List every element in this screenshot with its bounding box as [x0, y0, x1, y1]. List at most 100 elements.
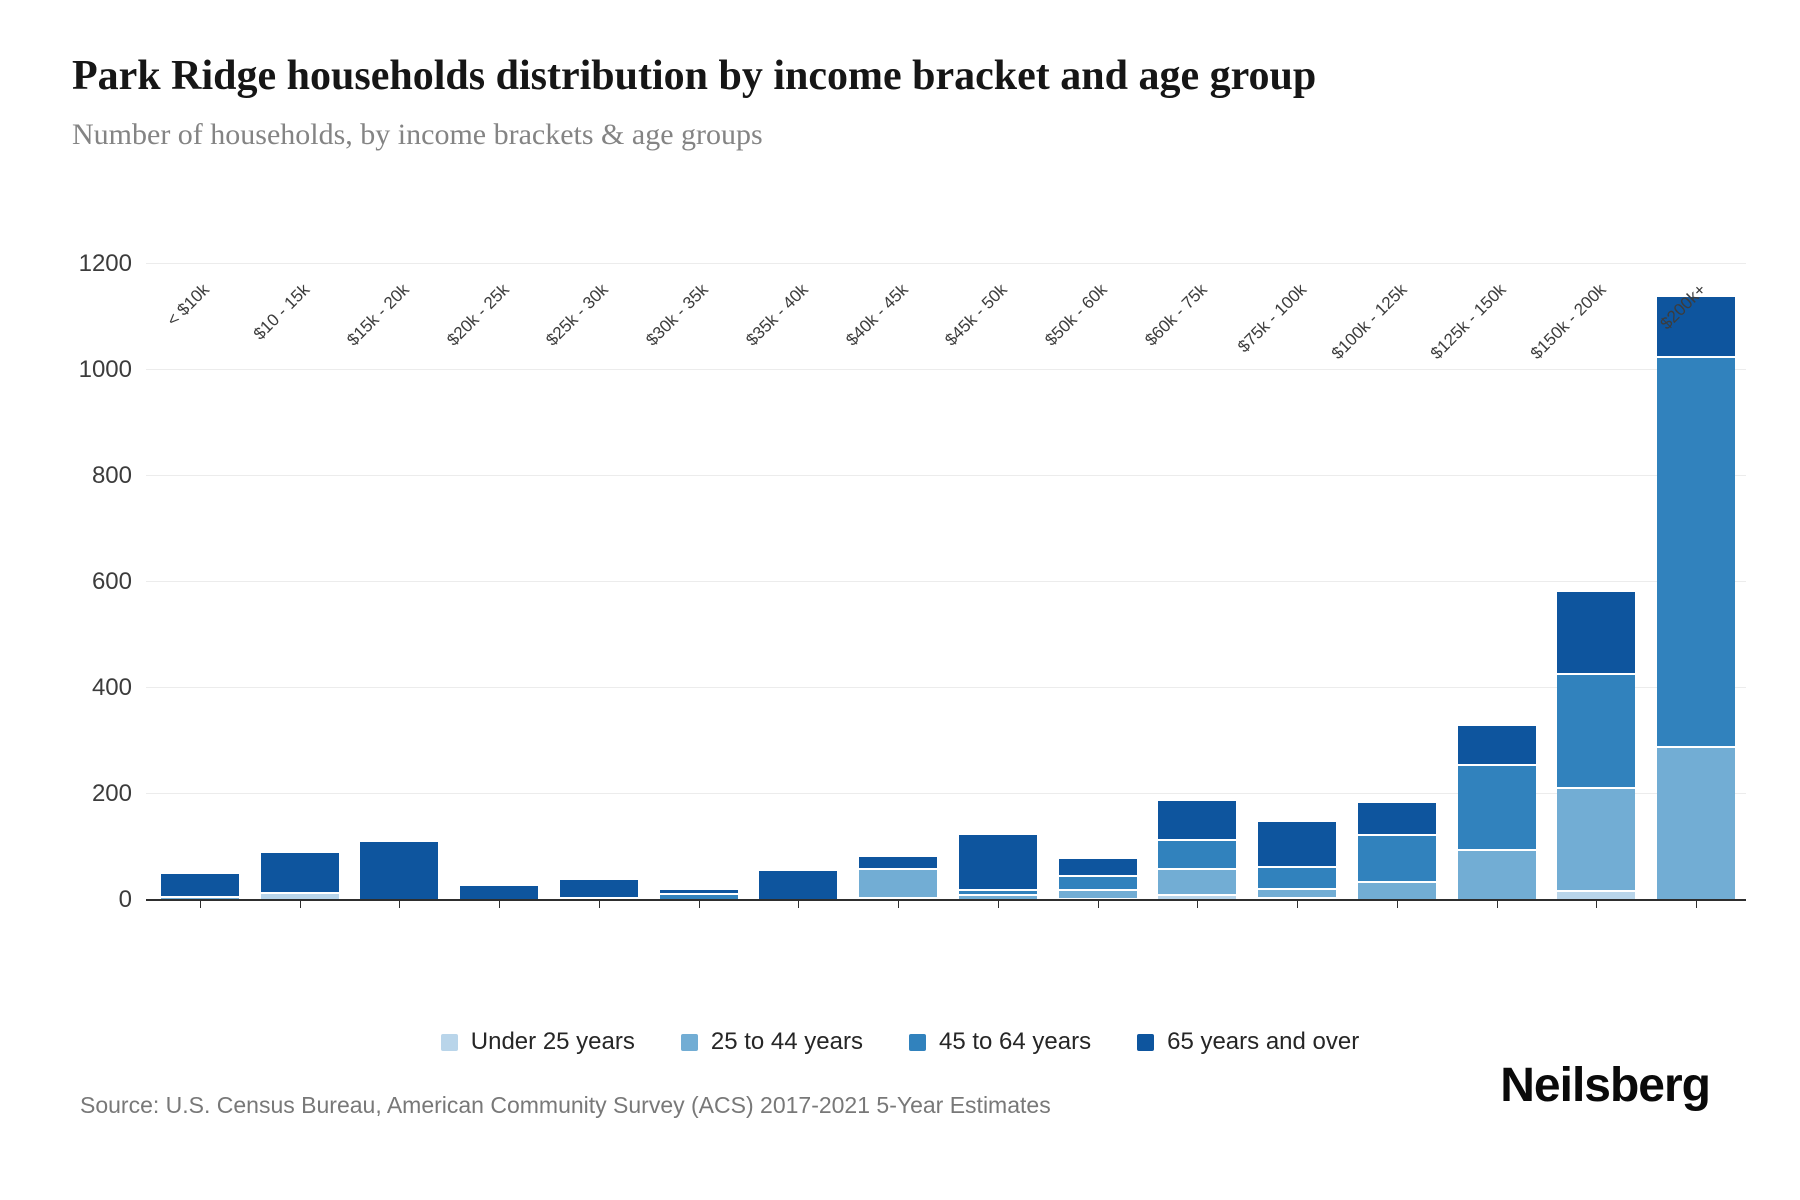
bar-segment[interactable] — [1058, 897, 1137, 900]
legend: Under 25 years 25 to 44 years 45 to 64 yea… — [0, 1028, 1800, 1056]
legend-item[interactable]: 25 to 44 years — [680, 1028, 863, 1056]
bar-segment[interactable] — [1158, 893, 1237, 900]
source-text: Source: U.S. Census Bureau, American Com… — [80, 1092, 1051, 1118]
y-tick-label-400: 400 — [91, 674, 132, 701]
bar-slot: $35k - 40k — [742, 264, 849, 908]
bar-segment[interactable] — [1457, 726, 1536, 765]
bar-segment[interactable] — [1457, 849, 1536, 900]
bar-segment[interactable] — [859, 868, 938, 898]
x-axis-tick — [997, 901, 999, 908]
page-subtitle: Number of households, by income brackets… — [72, 118, 763, 151]
bar-segment[interactable] — [1657, 356, 1736, 747]
bar-slot: $75k - 100k — [1234, 264, 1347, 908]
x-tick-label: $50k - 60k — [1041, 280, 1112, 350]
bar-segment[interactable] — [1158, 868, 1237, 894]
bar-segment[interactable] — [659, 892, 738, 900]
x-tick-label: $15k - 20k — [343, 280, 413, 350]
bar-segment[interactable] — [1158, 800, 1237, 840]
bar-segment[interactable] — [260, 853, 339, 893]
bar-segment[interactable] — [1557, 672, 1636, 787]
bar-$10 - 15k — [260, 853, 339, 900]
x-axis-tick — [1596, 901, 1598, 908]
bar-segment[interactable] — [1457, 764, 1536, 850]
bar-segment[interactable] — [1058, 888, 1137, 898]
legend-swatch-icon — [908, 1033, 926, 1051]
legend-item[interactable]: 65 years and over — [1137, 1028, 1359, 1056]
bar-segment[interactable] — [559, 897, 638, 900]
bar-segment[interactable] — [1357, 834, 1436, 881]
bar-segment[interactable] — [1258, 888, 1337, 897]
bar-slot: $10 - 15k — [249, 264, 350, 908]
gridline-1200 — [146, 263, 1746, 264]
x-axis-tick — [499, 901, 501, 908]
bar-slot: $40k - 45k — [842, 264, 948, 908]
bar-$125k - 150k — [1457, 726, 1536, 900]
bar-slot: $15k - 20k — [343, 264, 450, 908]
bar-$15k - 20k — [360, 841, 439, 900]
x-tick-label: $25k - 30k — [542, 280, 613, 350]
bar-segment[interactable] — [1357, 803, 1436, 835]
bar-segment[interactable] — [1657, 296, 1736, 357]
bar-slot: $25k - 30k — [543, 264, 649, 908]
x-axis-tick — [898, 901, 900, 908]
x-axis-tick — [598, 901, 600, 908]
bar-$45k - 50k — [958, 834, 1037, 900]
legend-label: 45 to 64 years — [938, 1028, 1092, 1055]
bar-segment[interactable] — [160, 873, 239, 896]
gridline-400 — [146, 687, 1746, 688]
bar-$200k+ — [1657, 296, 1736, 900]
y-tick-label-0: 0 — [118, 886, 132, 913]
bar-$75k - 100k — [1258, 821, 1337, 900]
bar-segment[interactable] — [1557, 890, 1636, 900]
bar-segment[interactable] — [859, 856, 938, 869]
bar-segment[interactable] — [1258, 896, 1337, 900]
bar-segment[interactable] — [360, 841, 439, 900]
bar-$20k - 25k — [460, 886, 539, 900]
bar-segment[interactable] — [460, 886, 539, 900]
x-axis-tick — [1396, 901, 1398, 908]
bar-segment[interactable] — [1058, 874, 1137, 889]
bar-segment[interactable] — [958, 834, 1037, 890]
x-tick-label: $10 - 15k — [249, 280, 314, 344]
bar-segment[interactable] — [1258, 821, 1337, 867]
y-tick-label-1000: 1000 — [78, 356, 132, 383]
bar-segment[interactable] — [1357, 880, 1436, 900]
plot-area: < $10k $10 - 15k $15k - 20k $20k - 25k $25k … — [146, 263, 1746, 908]
bar-segment[interactable] — [958, 889, 1037, 894]
x-axis-tick — [1297, 901, 1299, 908]
x-tick-label: < $10k — [163, 280, 214, 330]
bar-slot: $100k - 125k — [1327, 264, 1447, 908]
bar-slot: $200k+ — [1646, 264, 1746, 908]
bar-segment[interactable] — [1557, 592, 1636, 673]
bar-slot: $60k - 75k — [1141, 264, 1248, 908]
bar-slot: $50k - 60k — [1041, 264, 1148, 908]
legend-item[interactable]: Under 25 years — [440, 1028, 635, 1056]
bar-segment[interactable] — [1058, 858, 1137, 875]
legend-item[interactable]: 45 to 64 years — [908, 1028, 1092, 1056]
x-axis-tick — [698, 901, 700, 908]
bar-segment[interactable] — [958, 893, 1037, 900]
gridline-600 — [146, 581, 1746, 582]
y-tick-label-200: 200 — [91, 780, 132, 807]
bar-segment[interactable] — [1657, 746, 1736, 900]
bar-segment[interactable] — [759, 870, 838, 900]
x-axis-tick — [399, 901, 401, 908]
bar-segment[interactable] — [659, 889, 738, 893]
neilsberg-logo: Neilsberg — [1500, 1059, 1711, 1112]
page-title: Park Ridge households distribution by in… — [72, 53, 1317, 99]
bar-segment[interactable] — [859, 897, 938, 900]
bar-segment[interactable] — [1557, 786, 1636, 891]
bar-segment[interactable] — [160, 895, 239, 900]
legend-label: 65 years and over — [1167, 1028, 1360, 1055]
bar-segment[interactable] — [1258, 866, 1337, 889]
bar-segment[interactable] — [260, 892, 339, 900]
legend-swatch-icon — [440, 1033, 458, 1051]
bar-segment[interactable] — [1158, 839, 1237, 869]
y-tick-label-800: 800 — [91, 462, 132, 489]
bar-$25k - 30k — [559, 879, 638, 900]
bar-segment[interactable] — [559, 879, 638, 898]
x-axis-tick — [798, 901, 800, 908]
bars-container: < $10k $10 - 15k $15k - 20k $20k - 25k $25k … — [150, 264, 1746, 908]
gridline-200 — [146, 793, 1746, 794]
